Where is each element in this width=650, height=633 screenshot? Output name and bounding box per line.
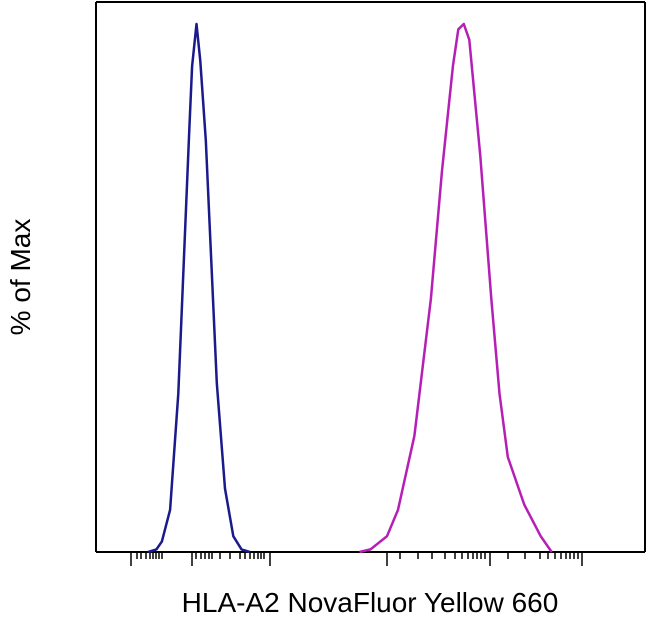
x-axis-ticks (130, 552, 583, 566)
series-line-2 (359, 22, 553, 554)
y-axis-title: % of Max (5, 219, 36, 336)
series-layer (147, 22, 553, 554)
x-axis-title: HLA-A2 NovaFluor Yellow 660 (182, 587, 559, 618)
plot-frame (95, 1, 646, 553)
series-line-1 (147, 22, 251, 554)
